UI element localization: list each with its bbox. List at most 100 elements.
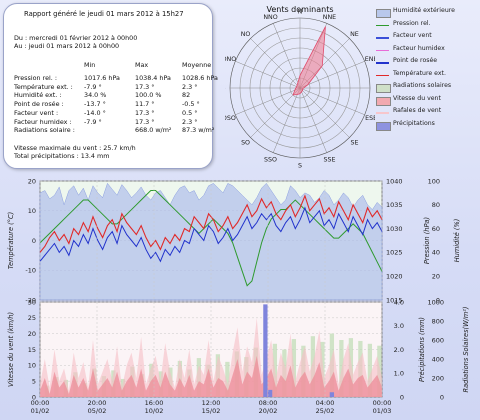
report-avg: 0.5 ° bbox=[182, 108, 198, 117]
y-right-tick: 1000 bbox=[427, 298, 444, 306]
report-max: 668.0 w/m² bbox=[135, 126, 172, 135]
legend-swatch bbox=[376, 9, 391, 18]
legend-swatch bbox=[376, 62, 389, 64]
report-max: 100.0 % bbox=[135, 91, 162, 100]
header-avg: Moyenne bbox=[182, 61, 212, 69]
legend-label: Vitesse du vent bbox=[393, 94, 441, 102]
rose-direction-label: ENE bbox=[365, 56, 375, 63]
y-left-label: Température (°C) bbox=[7, 212, 15, 269]
x-tick-label: 05/02 bbox=[88, 407, 107, 415]
header-min: Min bbox=[84, 61, 96, 69]
report-min: -14.0 ° bbox=[84, 108, 106, 117]
y-mid-tick: 3.0 bbox=[394, 322, 404, 330]
weather-chart: 20100-10-2010401035103010251020101510080… bbox=[7, 177, 470, 415]
rose-spoke bbox=[250, 38, 301, 89]
rose-spoke bbox=[235, 87, 301, 116]
y-mid-tick: 2.0 bbox=[394, 346, 404, 354]
y-left-tick: 10 bbox=[28, 207, 36, 215]
radiation-bar bbox=[225, 361, 230, 397]
x-tick-label: 16:00 bbox=[145, 399, 164, 407]
precip-bar bbox=[263, 304, 268, 397]
y-right-label: Radiations Solaires(W/m²) bbox=[462, 307, 470, 393]
report-min: -7.9 ° bbox=[84, 82, 102, 91]
rose-spoke bbox=[272, 87, 301, 153]
legend-item: Température ext. bbox=[376, 70, 476, 80]
legend-item: Facteur humidex bbox=[376, 45, 476, 55]
report-avg: -0.5 ° bbox=[182, 100, 200, 109]
x-tick-label: 08:00 bbox=[259, 399, 278, 407]
report-max: 1038.4 hPa bbox=[135, 74, 171, 82]
x-tick-label: 10/02 bbox=[145, 407, 164, 415]
wind-rose-title: Vents dominants bbox=[266, 5, 333, 14]
report-label: Facteur vent : bbox=[14, 108, 59, 117]
legend-item: Vitesse du vent bbox=[376, 94, 476, 106]
y-right-tick: 800 bbox=[432, 317, 444, 325]
legend-label: Facteur vent bbox=[393, 32, 432, 39]
wind-rose: Vents dominants NNNENEENEEESESESSESSSOSO… bbox=[225, 5, 375, 169]
rose-direction-label: SO bbox=[241, 140, 250, 147]
legend-label: Rafales de vent bbox=[393, 107, 442, 114]
rose-spoke bbox=[299, 87, 328, 153]
y-right-label: Humidité (%) bbox=[453, 219, 461, 263]
x-tick-label: 04:00 bbox=[316, 399, 335, 407]
precip-bar bbox=[268, 389, 273, 397]
report-avg: 2.3 ° bbox=[182, 117, 198, 126]
y-right-tick: 200 bbox=[432, 374, 444, 382]
report-max: 17.3 ° bbox=[135, 82, 155, 91]
rose-direction-label: NNO bbox=[263, 14, 277, 21]
y-right-tick: 20 bbox=[432, 273, 440, 281]
x-tick-label: 15/02 bbox=[202, 407, 221, 415]
y-mid-tick: 1015 bbox=[386, 296, 403, 304]
legend-item: Facteur vent bbox=[376, 32, 476, 42]
rose-direction-label: SE bbox=[350, 140, 358, 147]
report-min: -7.9 ° bbox=[84, 117, 102, 126]
y-left-tick: 0 bbox=[32, 237, 36, 245]
report-label: Humidité ext. : bbox=[14, 91, 62, 100]
wind-max: Vitesse maximale du vent : 25.7 km/h bbox=[14, 144, 136, 152]
series-wind-speed bbox=[40, 355, 382, 397]
report-avg: 82 bbox=[182, 91, 191, 100]
y-right-tick: 60 bbox=[432, 225, 440, 233]
report-min: 34.0 % bbox=[84, 91, 107, 100]
x-tick-label: 25/02 bbox=[316, 407, 335, 415]
y-mid-tick: 1.0 bbox=[394, 370, 404, 378]
legend-label: Température ext. bbox=[393, 69, 446, 77]
x-tick-label: 12:00 bbox=[202, 399, 221, 407]
y-left-tick: 20 bbox=[28, 330, 36, 338]
radiation-bar bbox=[339, 340, 344, 397]
legend-swatch bbox=[376, 74, 389, 77]
legend-label: Humidité extérieure bbox=[393, 7, 455, 14]
legend-label: Pression rel. bbox=[393, 19, 431, 27]
y-mid-tick: 1020 bbox=[386, 273, 403, 281]
y-mid-label: Précipitations (mm) bbox=[418, 317, 426, 382]
rain-total: Total précipitations : 13.4 mm bbox=[14, 152, 110, 160]
y-left-tick: 0 bbox=[32, 393, 36, 401]
x-tick-label: 01/03 bbox=[373, 407, 392, 415]
legend-swatch bbox=[376, 49, 389, 52]
rose-direction-label: SSO bbox=[264, 156, 277, 163]
x-tick-label: 20:00 bbox=[88, 399, 107, 407]
rose-wind-area bbox=[292, 26, 326, 96]
y-mid-tick: 4.0 bbox=[394, 298, 404, 306]
x-tick-label: 00:00 bbox=[31, 399, 50, 407]
x-tick-label: 00:00 bbox=[373, 399, 392, 407]
y-left-tick: -10 bbox=[25, 267, 36, 275]
rose-direction-label: O bbox=[225, 85, 226, 92]
y-mid-tick: 0 bbox=[400, 393, 404, 401]
y-left-tick: -20 bbox=[25, 296, 36, 304]
report-label: Température ext. : bbox=[14, 82, 73, 91]
report-to: Au : jeudi 01 mars 2012 à 00h00 bbox=[14, 42, 120, 50]
y-mid-tick: 1035 bbox=[386, 201, 403, 209]
y-left-tick: 20 bbox=[28, 177, 36, 185]
y-left-tick: 10 bbox=[28, 362, 36, 370]
legend-swatch bbox=[376, 96, 391, 106]
legend-item: Rafales de vent bbox=[376, 107, 476, 117]
y-mid-tick: 1030 bbox=[386, 225, 403, 233]
rose-direction-label: ONO bbox=[225, 56, 236, 63]
y-right-tick: 40 bbox=[432, 249, 440, 257]
rose-direction-label: N bbox=[298, 8, 303, 15]
y-left-tick: 5 bbox=[32, 377, 36, 385]
rose-direction-label: OSO bbox=[225, 115, 236, 122]
rose-spoke bbox=[235, 60, 301, 89]
rose-direction-label: NNE bbox=[323, 14, 336, 21]
